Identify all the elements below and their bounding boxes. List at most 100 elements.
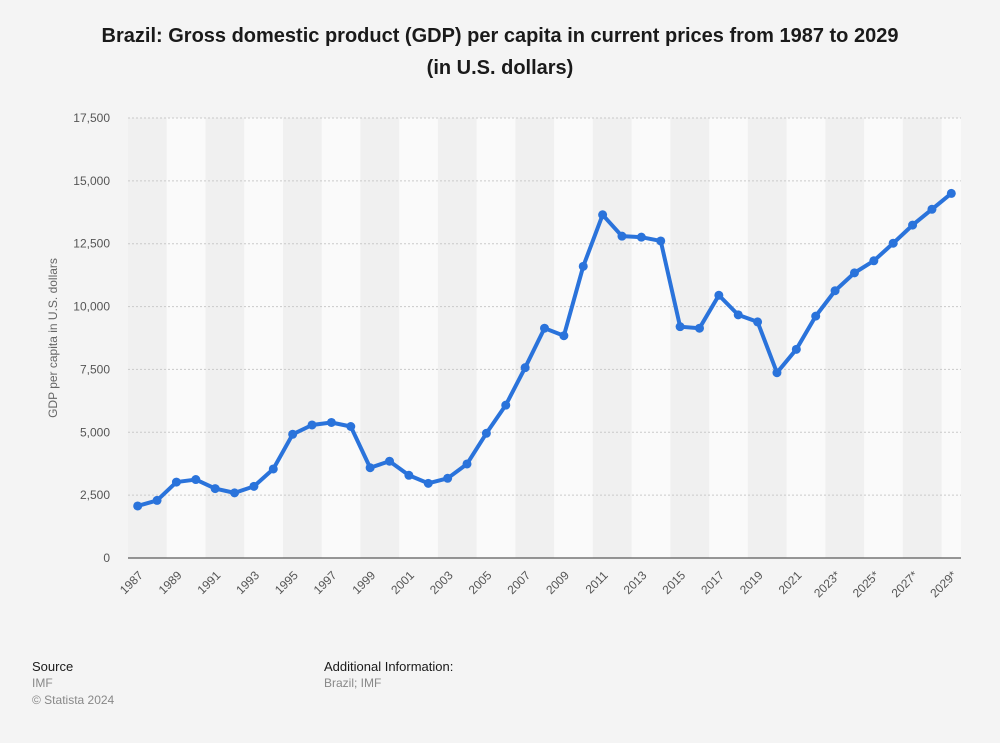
data-point[interactable] [133,501,143,511]
data-point[interactable] [520,363,530,373]
data-point[interactable] [288,429,298,439]
data-point[interactable] [694,323,704,333]
data-point[interactable] [946,188,956,198]
x-tick-label: 2029* [927,568,959,600]
x-tick-label: 2009 [543,568,572,597]
data-point[interactable] [404,470,414,480]
footer-additional-info: Additional Information: Brazil; IMF [324,658,453,692]
data-point[interactable] [385,456,395,466]
data-point[interactable] [927,204,937,214]
data-point[interactable] [443,473,453,483]
y-tick-label: 5,000 [80,425,110,439]
gridlines [128,117,961,559]
background-band [864,118,903,558]
background-band [166,118,206,558]
x-tick-label: 2021 [776,568,805,597]
background-band [592,118,632,558]
data-point[interactable] [249,481,259,491]
data-point[interactable] [656,236,666,246]
data-point[interactable] [210,484,220,494]
x-tick-label: 2019 [737,568,766,597]
background-band [282,118,322,558]
data-point[interactable] [888,238,898,248]
data-point[interactable] [307,420,317,430]
x-tick-label: 2015 [659,568,688,597]
data-point[interactable] [714,290,724,300]
data-point[interactable] [811,311,821,321]
data-point[interactable] [849,268,859,278]
x-tick-label: 2013 [621,568,650,597]
x-tick-label: 2017 [698,568,727,597]
y-tick-label: 17,500 [73,111,110,125]
y-tick-label: 0 [103,551,110,565]
data-point[interactable] [830,286,840,296]
y-tick-label: 12,500 [73,237,110,251]
background-band [747,118,787,558]
y-tick-label: 2,500 [80,488,110,502]
data-point[interactable] [326,417,336,427]
data-point[interactable] [481,428,491,438]
background-band [360,118,400,558]
background-band [128,118,167,558]
background-band [321,118,361,558]
data-point[interactable] [772,368,782,378]
x-tick-label: 1987 [117,568,146,597]
data-point[interactable] [191,475,201,485]
x-tick-label: 2001 [388,568,417,597]
data-point[interactable] [268,464,278,474]
data-point[interactable] [636,232,646,242]
chart-title: Brazil: Gross domestic product (GDP) per… [0,20,1000,84]
data-point[interactable] [908,220,918,230]
additional-info-heading[interactable]: Additional Information: [324,659,454,674]
data-point[interactable] [869,256,879,266]
background-band [941,118,961,558]
copyright[interactable]: © Statista 2024 [32,693,115,707]
background-band [476,118,516,558]
data-point[interactable] [423,478,433,488]
data-point[interactable] [753,317,763,327]
data-point[interactable] [462,459,472,469]
data-point[interactable] [540,323,549,333]
x-tick-label: 2027* [889,568,921,600]
background-band [515,118,555,558]
background-band [786,118,826,558]
background-band [437,118,477,558]
data-point[interactable] [578,261,588,271]
chart-title-line1: Brazil: Gross domestic product (GDP) per… [101,25,899,47]
x-tick-label: 1989 [156,568,185,597]
data-point[interactable] [559,331,569,341]
y-axis-label: GDP per capita in U.S. dollars [46,258,60,418]
x-tick-label: 1991 [195,568,224,597]
x-tick-label: 1993 [233,568,262,597]
data-point[interactable] [365,463,375,473]
y-tick-label: 10,000 [73,300,110,314]
x-tick-label: 2011 [583,568,611,596]
x-tick-label: 2003 [427,568,456,597]
data-point[interactable] [791,344,801,354]
data-point[interactable] [346,422,356,432]
data-point[interactable] [171,477,181,487]
background-bands [128,118,961,558]
data-point[interactable] [598,210,608,220]
x-axis-ticks: 1987 1989 1991 1993 1995 1997 1999 2001 2003 2005… [117,568,960,600]
data-point[interactable] [152,495,162,505]
x-tick-label: 2005 [466,568,495,597]
additional-info-value: Brazil; IMF [324,676,382,690]
data-point[interactable] [733,310,743,320]
x-tick-label: 1995 [272,568,301,597]
data-point[interactable] [675,322,685,332]
background-band [631,118,671,558]
source-value[interactable]: IMF [32,676,53,690]
data-point[interactable] [230,488,240,498]
background-band [709,118,748,558]
y-axis-ticks: 0 2,500 5,000 7,500 10,000 12,500 15,000 17,500 [73,111,110,565]
line-chart: 0 2,500 5,000 7,500 10,000 12,500 15,000 17,500… [46,111,961,600]
chart-title-line2: (in U.S. dollars) [426,57,574,79]
background-band [244,118,283,558]
data-point[interactable] [501,400,511,410]
x-tick-label: 1999 [349,568,378,597]
x-tick-label: 2023* [811,568,843,600]
data-point[interactable] [617,231,627,241]
x-tick-label: 1997 [311,568,340,597]
x-tick-label: 2025* [850,568,882,600]
